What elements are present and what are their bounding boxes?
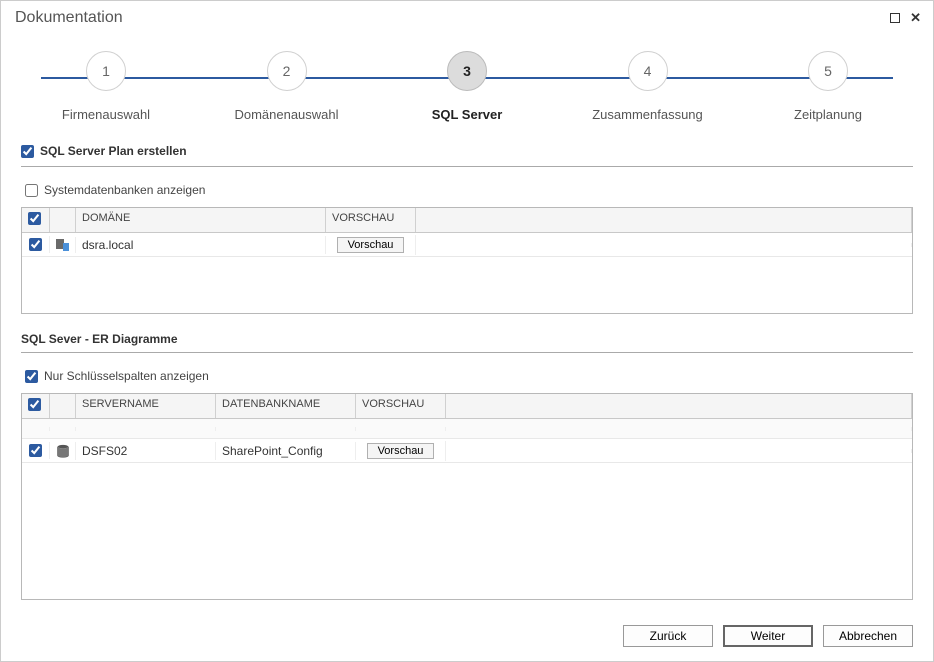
step-1[interactable]: 1 Firmenauswahl (21, 51, 191, 122)
keycols-checkbox[interactable] (25, 370, 38, 383)
preview-button[interactable]: Vorschau (367, 443, 435, 459)
server-cell: DSFS02 (76, 442, 216, 460)
step-2[interactable]: 2 Domänenauswahl (202, 51, 372, 122)
step-5[interactable]: 5 Zeitplanung (743, 51, 913, 122)
domain-grid: DOMÄNE VORSCHAU dsra.local Vorschau (21, 207, 913, 314)
dbname-cell: SharePoint_Config (216, 442, 356, 460)
keycols-row: Nur Schlüsselspalten anzeigen (21, 365, 913, 393)
header-icon-cell (50, 208, 76, 232)
header-spacer (416, 208, 912, 232)
server-icon (56, 239, 69, 251)
domain-cell: dsra.local (76, 236, 326, 254)
step-circle: 1 (86, 51, 126, 91)
window-title: Dokumentation (15, 9, 123, 27)
header-dbname: DATENBANKNAME (216, 394, 356, 418)
back-button[interactable]: Zurück (623, 625, 713, 647)
header-spacer (446, 394, 912, 418)
er-grid: SERVERNAME DATENBANKNAME VORSCHAU DSFS02… (21, 393, 913, 600)
step-circle: 4 (628, 51, 668, 91)
domain-header-checkbox[interactable] (28, 212, 41, 225)
step-label: Domänenauswahl (234, 107, 338, 122)
wizard-stepper: 1 Firmenauswahl 2 Domänenauswahl 3 SQL Server… (1, 31, 933, 132)
divider (21, 352, 913, 353)
show-sysdb-row: Systemdatenbanken anzeigen (21, 179, 913, 207)
er-grid-header: SERVERNAME DATENBANKNAME VORSCHAU (22, 394, 912, 419)
step-label: Firmenauswahl (62, 107, 150, 122)
step-circle: 3 (447, 51, 487, 91)
domain-grid-header: DOMÄNE VORSCHAU (22, 208, 912, 233)
show-sysdb-label: Systemdatenbanken anzeigen (44, 183, 205, 197)
row-checkbox[interactable] (29, 444, 42, 457)
row-checkbox[interactable] (29, 238, 42, 251)
step-circle: 5 (808, 51, 848, 91)
cancel-button[interactable]: Abbrechen (823, 625, 913, 647)
divider (21, 166, 913, 167)
next-button[interactable]: Weiter (723, 625, 813, 647)
header-domain: DOMÄNE (76, 208, 326, 232)
database-icon (56, 444, 70, 458)
show-sysdb-checkbox[interactable] (25, 184, 38, 197)
table-row[interactable]: dsra.local Vorschau (22, 233, 912, 257)
step-label: Zeitplanung (794, 107, 862, 122)
close-icon[interactable] (910, 10, 921, 26)
domain-grid-body: dsra.local Vorschau (22, 233, 912, 313)
keycols-label: Nur Schlüsselspalten anzeigen (44, 369, 209, 383)
maximize-icon[interactable] (890, 11, 900, 26)
create-plan-checkbox[interactable] (21, 145, 34, 158)
window-controls (890, 10, 921, 26)
create-plan-label: SQL Server Plan erstellen (40, 144, 187, 158)
footer: Zurück Weiter Abbrechen (1, 613, 933, 661)
er-filter-row (22, 419, 912, 439)
er-grid-body: DSFS02SharePoint_Config Vorschau (22, 439, 912, 599)
header-check-cell (22, 208, 50, 232)
section2-title: SQL Sever - ER Diagramme (21, 332, 913, 348)
preview-button[interactable]: Vorschau (337, 237, 405, 253)
step-label: Zusammenfassung (592, 107, 703, 122)
section1-header: SQL Server Plan erstellen (21, 140, 913, 162)
step-label: SQL Server (432, 107, 503, 122)
header-server: SERVERNAME (76, 394, 216, 418)
header-preview: VORSCHAU (356, 394, 446, 418)
step-4[interactable]: 4 Zusammenfassung (563, 51, 733, 122)
step-circle: 2 (267, 51, 307, 91)
table-row[interactable]: DSFS02SharePoint_Config Vorschau (22, 439, 912, 463)
step-3[interactable]: 3 SQL Server (382, 51, 552, 122)
content-area: SQL Server Plan erstellen Systemdatenban… (1, 132, 933, 613)
er-header-checkbox[interactable] (28, 398, 41, 411)
titlebar: Dokumentation (1, 1, 933, 31)
header-check-cell (22, 394, 50, 418)
header-icon-cell (50, 394, 76, 418)
header-preview: VORSCHAU (326, 208, 416, 232)
dialog-window: Dokumentation 1 Firmenauswahl 2 Domänenausw… (0, 0, 934, 662)
